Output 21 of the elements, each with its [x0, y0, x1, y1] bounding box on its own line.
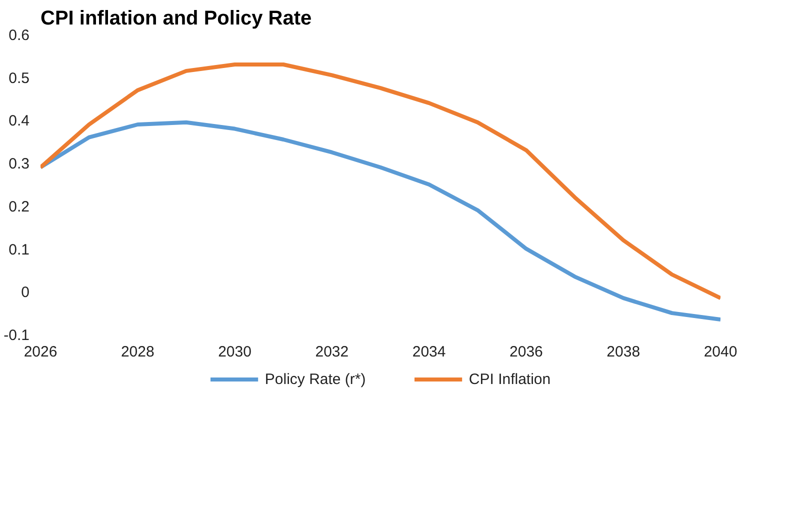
x-tick-label: 2040 — [704, 344, 738, 360]
line-series — [40, 120, 720, 322]
x-tick-label: 2028 — [120, 344, 154, 360]
x-tick-label: 2030 — [218, 344, 252, 360]
y-tick-label: 0 — [21, 284, 30, 302]
line-series — [40, 62, 720, 300]
x-tick-label: 2036 — [510, 344, 543, 360]
x-tick-label: 2026 — [24, 344, 58, 360]
chart-title: CPI inflation and Policy Rate — [40, 8, 312, 30]
legend-label: Policy Rate (r*) — [264, 371, 366, 388]
y-tick-label: 0.1 — [8, 241, 30, 258]
y-tick-label: 0.3 — [8, 156, 30, 173]
y-tick-label: 0.5 — [8, 70, 30, 87]
legend-label: CPI Inflation — [468, 371, 551, 388]
y-tick-label: 0.4 — [8, 112, 30, 130]
y-tick-label: 0.2 — [8, 198, 30, 216]
x-tick-label: 2038 — [606, 344, 640, 360]
x-tick-label: 2032 — [315, 344, 349, 360]
x-tick-label: 2034 — [412, 344, 446, 360]
y-tick-label: 0.6 — [8, 27, 30, 44]
y-tick-label: -0.1 — [4, 327, 30, 344]
